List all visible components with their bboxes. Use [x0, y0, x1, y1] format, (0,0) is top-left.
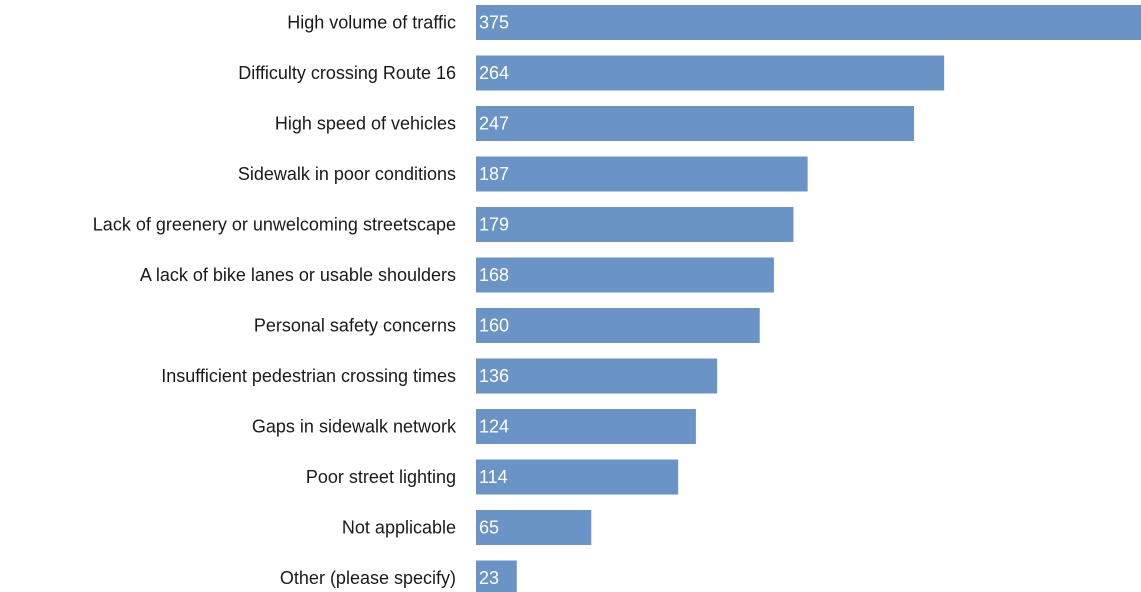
- value-label: 124: [479, 417, 509, 437]
- bar: [476, 510, 592, 545]
- category-label: Lack of greenery or unwelcoming streetsc…: [93, 215, 456, 235]
- category-label: Poor street lighting: [306, 467, 456, 487]
- category-label: Personal safety concerns: [254, 316, 456, 336]
- bar: [476, 308, 760, 343]
- category-label: A lack of bike lanes or usable shoulders: [140, 265, 456, 285]
- category-label: High speed of vehicles: [275, 114, 456, 134]
- category-label: Insufficient pedestrian crossing times: [161, 366, 456, 386]
- bar: [476, 560, 517, 592]
- value-label: 23: [479, 568, 499, 588]
- bar: [476, 5, 1141, 40]
- value-label: 65: [479, 518, 499, 538]
- category-label: Gaps in sidewalk network: [252, 417, 457, 437]
- value-label: 264: [479, 63, 509, 83]
- bar: [476, 358, 718, 394]
- bar: [476, 55, 945, 91]
- value-label: 187: [479, 164, 509, 184]
- category-label: High volume of traffic: [287, 13, 456, 33]
- category-label: Sidewalk in poor conditions: [238, 164, 456, 184]
- bars-group: [476, 5, 1141, 592]
- category-label: Other (please specify): [280, 568, 456, 588]
- bar: [476, 156, 808, 192]
- bar: [476, 409, 696, 444]
- value-label: 160: [479, 316, 509, 336]
- category-label: Not applicable: [342, 518, 456, 538]
- value-label: 247: [479, 114, 509, 134]
- value-label: 114: [479, 467, 508, 487]
- bar: [476, 207, 794, 242]
- value-label: 375: [479, 13, 509, 33]
- value-label: 168: [479, 265, 509, 285]
- bar: [476, 106, 915, 141]
- category-labels-group: High volume of traffic Difficulty crossin…: [93, 13, 457, 589]
- bar: [476, 459, 679, 495]
- value-label: 136: [479, 366, 509, 386]
- bar: [476, 257, 774, 293]
- category-label: Difficulty crossing Route 16: [238, 63, 456, 83]
- value-labels-group: 375 264 247 187 179 168 160 136 124 114 65 23: [479, 13, 509, 589]
- value-label: 179: [479, 215, 509, 235]
